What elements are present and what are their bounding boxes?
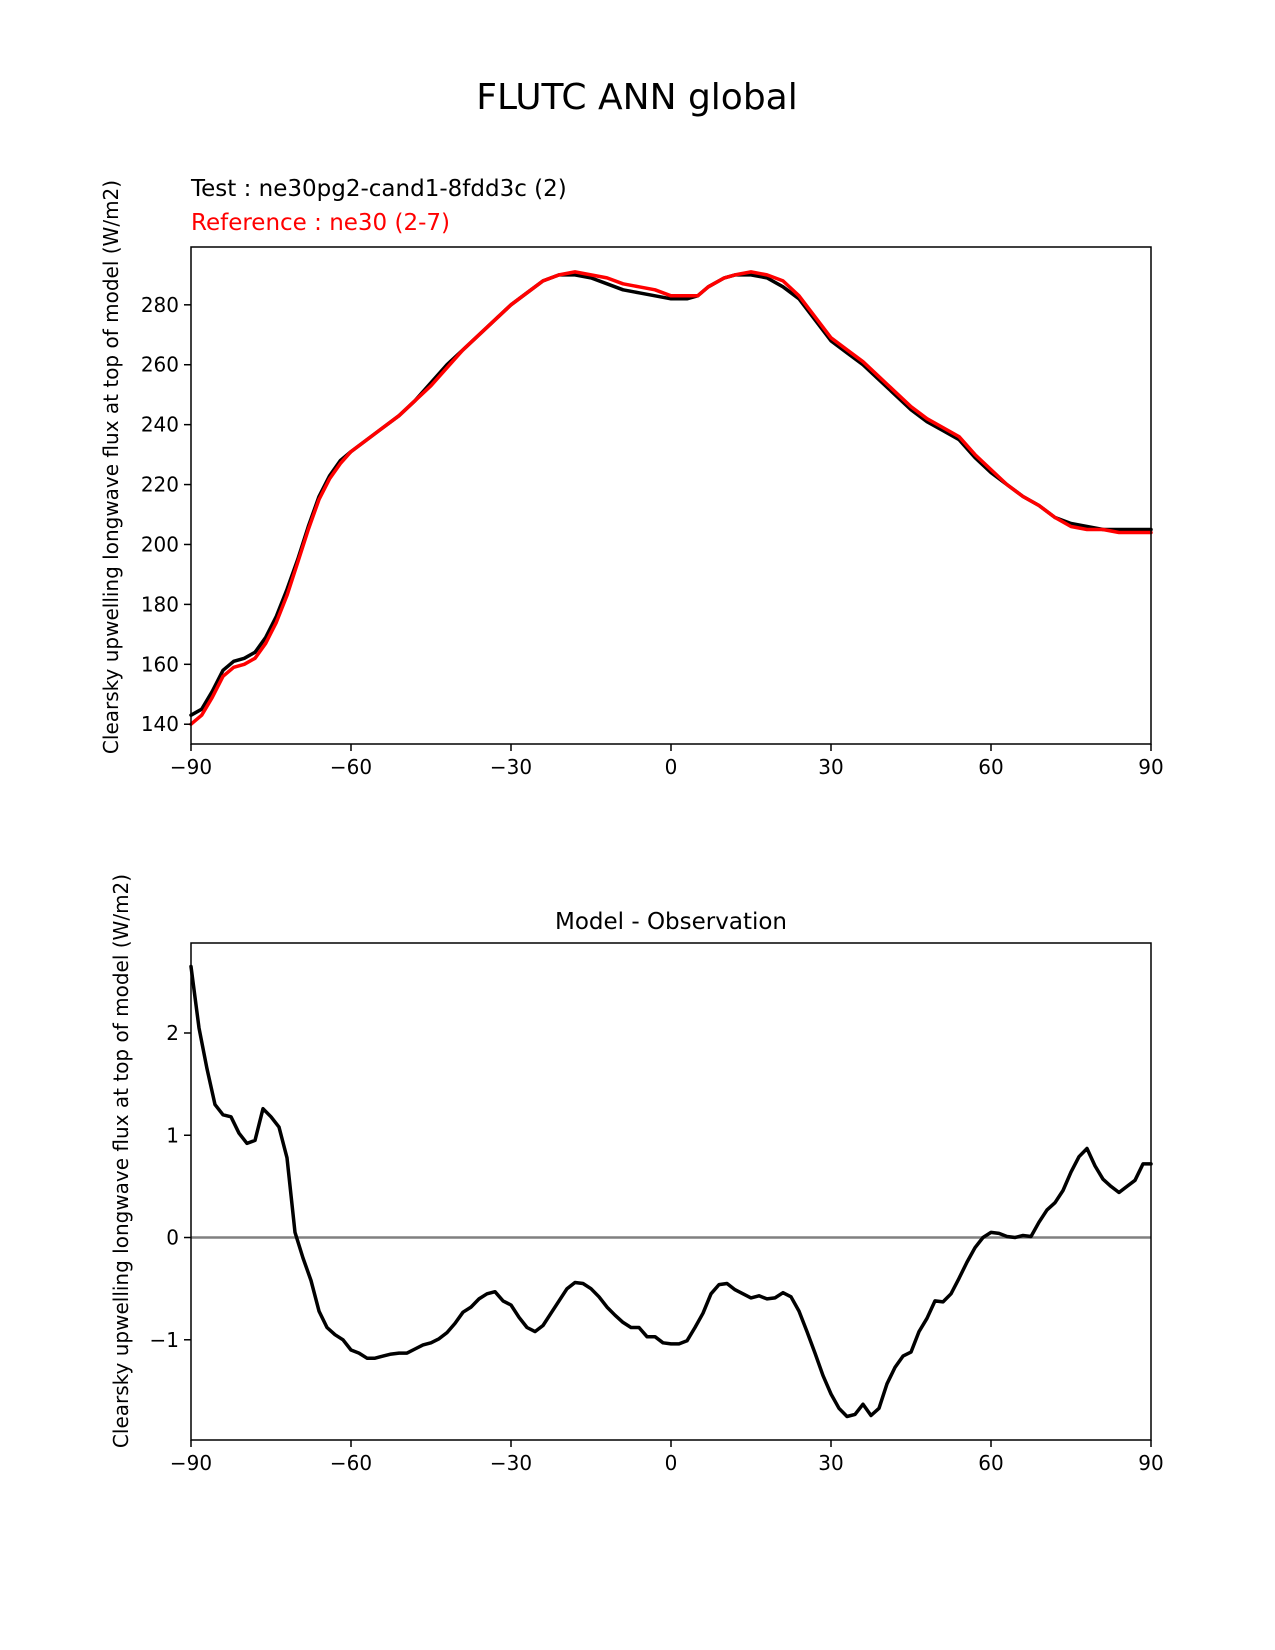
reference-subtitle: Reference : ne30 (2-7) — [191, 210, 450, 236]
bottom-plot-frame — [190, 942, 1152, 1441]
top-panel: Test : ne30pg2-cand1-8fdd3c (2) Referenc… — [99, 176, 1164, 779]
top-axis-ticks: −90 −60 −30 0 30 60 90 140 160 180 200 220 240 260 280 — [141, 293, 1164, 779]
bottom-series-layer — [189, 964, 1153, 1419]
bottom-xtick-label: 60 — [978, 1451, 1003, 1475]
top-ytick-label: 280 — [141, 293, 179, 317]
top-series-layer — [189, 270, 1153, 726]
top-plot-frame — [190, 246, 1152, 745]
bottom-axis-ticks: −90 −60 −30 0 30 60 90 −1 0 1 2 — [150, 1021, 1164, 1475]
top-xtick-label: −30 — [490, 755, 532, 779]
top-xtick-label: −90 — [170, 755, 212, 779]
top-xtick-label: 90 — [1138, 755, 1163, 779]
top-xtick-label: −60 — [330, 755, 372, 779]
bottom-ytick-label: 0 — [166, 1226, 179, 1250]
top-ytick-label: 200 — [141, 532, 179, 556]
bottom-title: Model - Observation — [555, 909, 787, 935]
bottom-xtick-label: −30 — [490, 1451, 532, 1475]
top-ytick-label: 180 — [141, 592, 179, 616]
bottom-ylabel: Clearsky upwelling longwave flux at top … — [109, 874, 133, 1448]
top-ytick-label: 220 — [141, 473, 179, 497]
bottom-xtick-label: 0 — [665, 1451, 678, 1475]
bottom-xtick-label: −60 — [330, 1451, 372, 1475]
bottom-xtick-label: −90 — [170, 1451, 212, 1475]
top-series-reference — [189, 270, 1153, 726]
bottom-series-model-observation — [189, 964, 1153, 1419]
top-ytick-label: 240 — [141, 413, 179, 437]
top-series-test — [189, 273, 1153, 717]
top-xtick-label: 0 — [665, 755, 678, 779]
figure-title: FLUTC ANN global — [476, 77, 798, 118]
test-subtitle: Test : ne30pg2-cand1-8fdd3c (2) — [190, 176, 567, 202]
bottom-xtick-label: 90 — [1138, 1451, 1163, 1475]
top-ylabel: Clearsky upwelling longwave flux at top … — [99, 180, 123, 754]
bottom-ytick-label: −1 — [150, 1328, 179, 1352]
bottom-ytick-label: 1 — [166, 1123, 179, 1147]
top-ytick-label: 160 — [141, 652, 179, 676]
top-ytick-label: 260 — [141, 353, 179, 377]
bottom-xtick-label: 30 — [818, 1451, 843, 1475]
top-xtick-label: 60 — [978, 755, 1003, 779]
bottom-panel: Model - Observation Clearsky upwelling l… — [109, 874, 1164, 1475]
top-ytick-label: 140 — [141, 712, 179, 736]
top-xtick-label: 30 — [818, 755, 843, 779]
bottom-ytick-label: 2 — [166, 1021, 179, 1045]
